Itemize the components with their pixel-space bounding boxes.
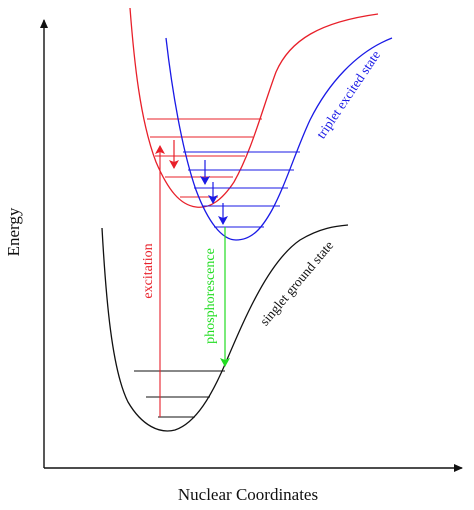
excitation-transition: excitation [141,145,165,417]
singlet-ground-state-curve [101,224,349,432]
phosphorescence-transition: phosphorescence [203,227,230,367]
triplet-excited-state-curve [165,37,393,241]
phosphorescence-label: phosphorescence [203,248,218,344]
excitation-label: excitation [141,243,156,298]
triplet-excited-state-label: triplet excited state [313,48,383,142]
relaxation-arrows [169,140,228,225]
y-axis-label: Energy [4,207,23,256]
singlet-excited-potential-curve [129,7,379,208]
ground-potential-curve [101,224,349,432]
singlet-ground-state-label: singlet ground state [257,238,336,329]
axes: Energy Nuclear Coordinates [4,19,463,504]
singlet-excited-state-curve [129,7,379,208]
x-axis-label: Nuclear Coordinates [178,485,318,504]
